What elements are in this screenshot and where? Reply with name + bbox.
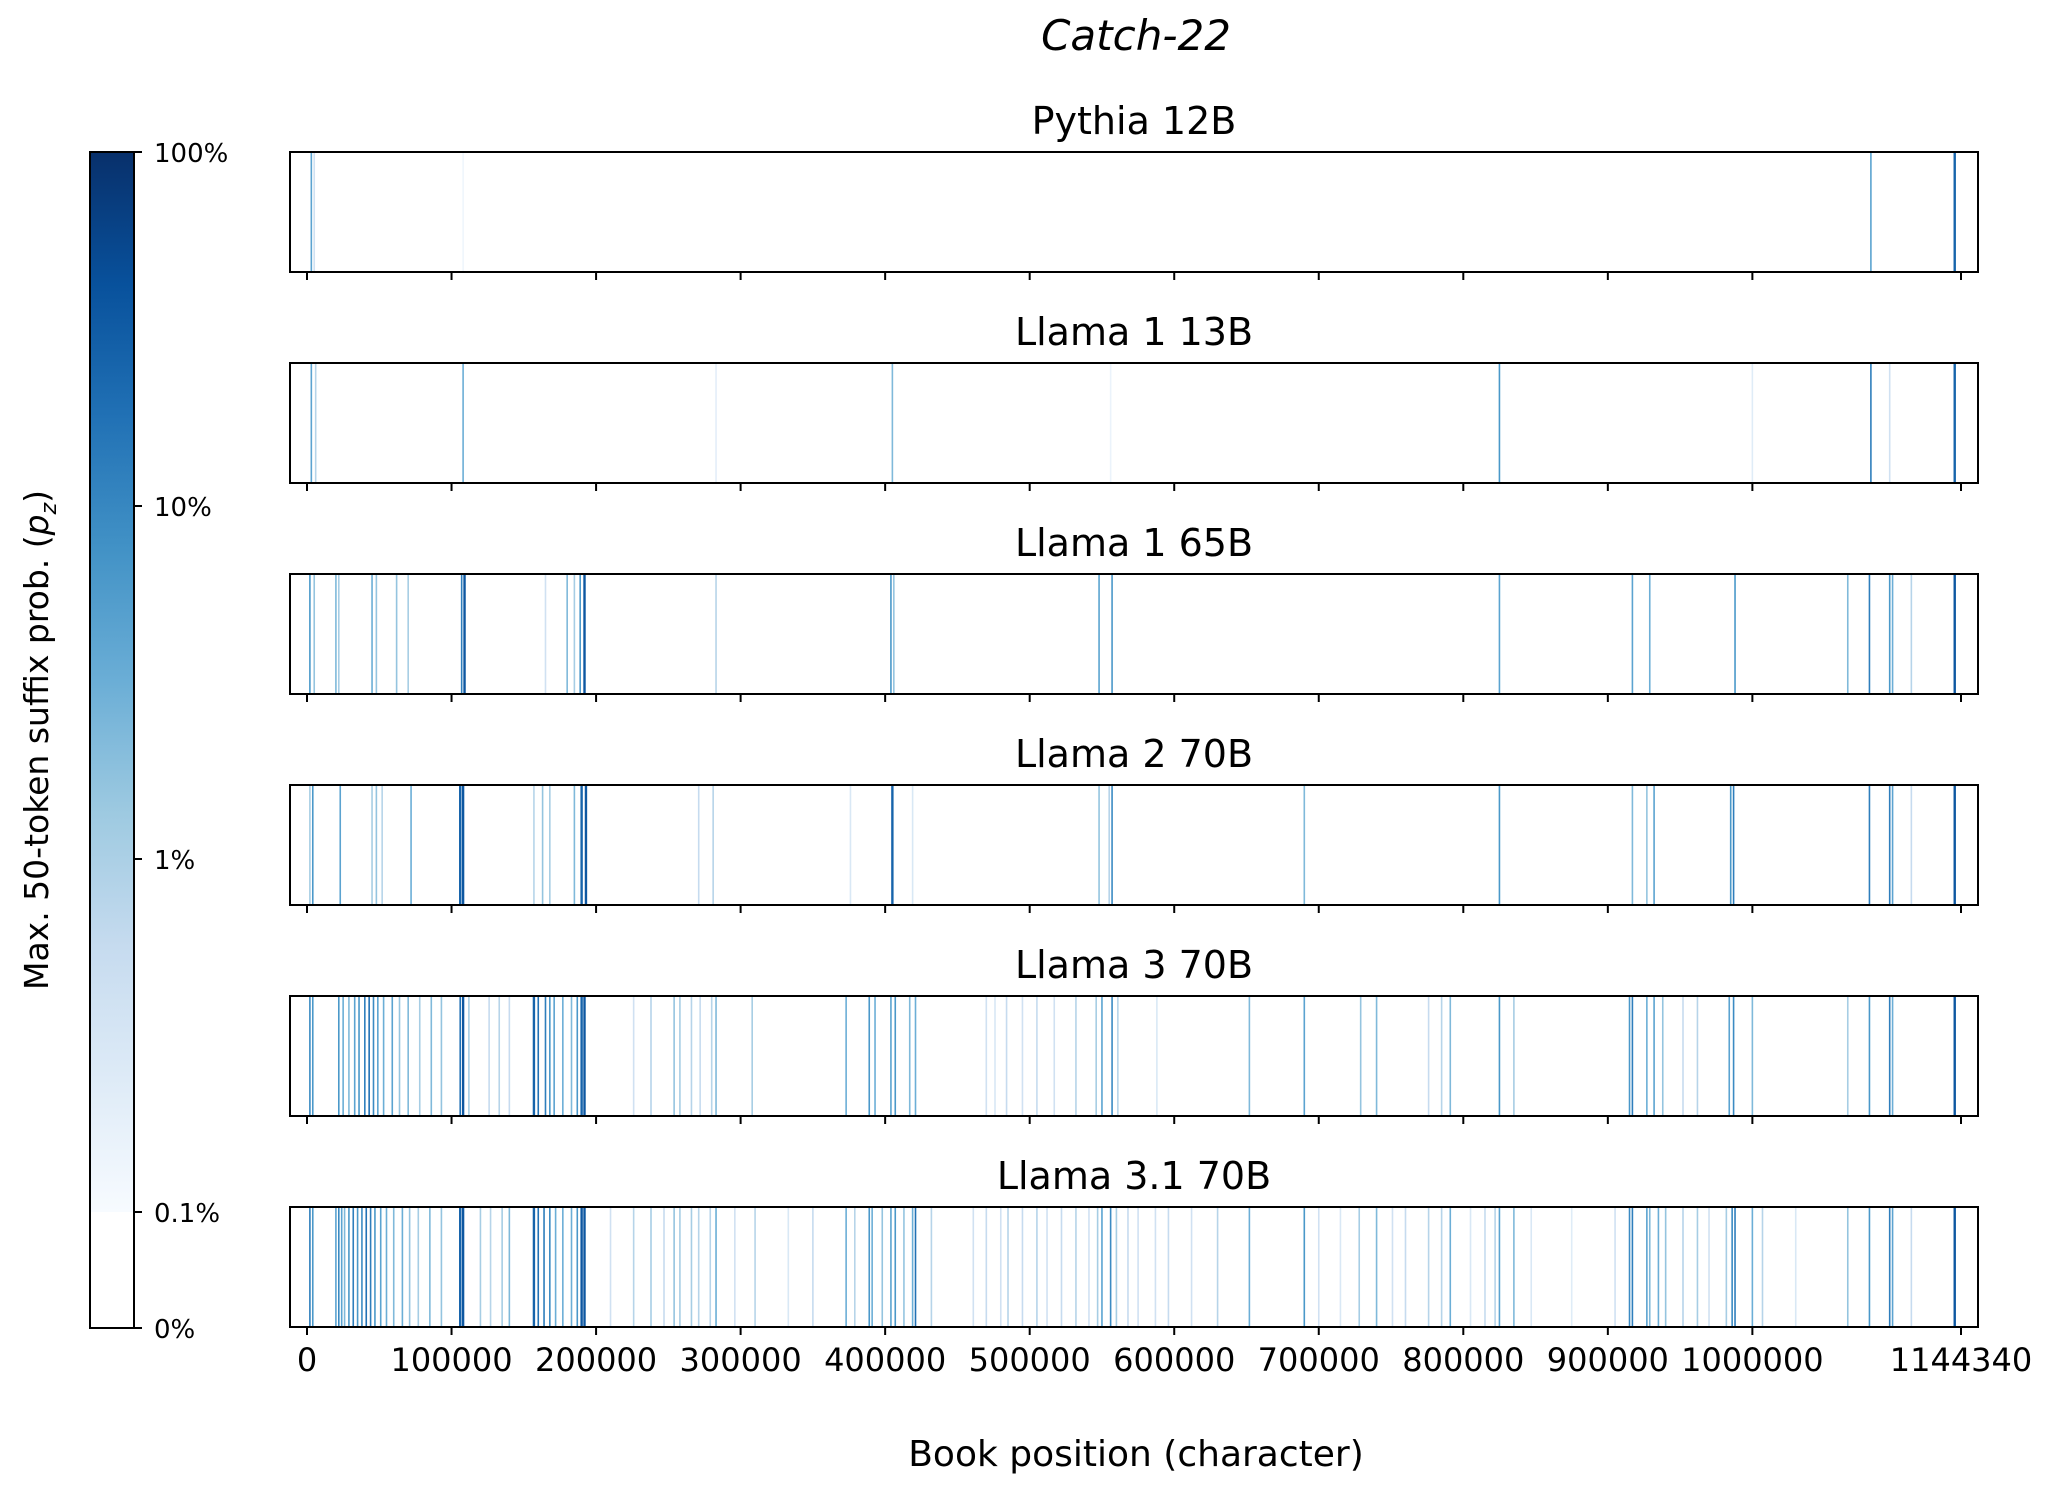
panel-title: Llama 1 65B: [1015, 521, 1253, 565]
x-tick-label: 0: [297, 1341, 317, 1379]
panel-frame: [289, 362, 1979, 484]
panel-llama-1-13b: Llama 1 13B: [289, 310, 1979, 491]
x-tick-label: 200000: [535, 1341, 657, 1379]
panel-background: [290, 1207, 1978, 1327]
panel-background: [290, 152, 1978, 272]
colorbar-low-segment: [90, 1212, 134, 1328]
panel-frame: [289, 784, 1979, 906]
colorbar-frame: [89, 151, 135, 1329]
x-axis-label: Book position (character): [908, 1434, 1364, 1475]
panel-llama-3-1-70b: Llama 3.1 70B 0 100000 200000 300000 400000 50…: [289, 1154, 2033, 1379]
x-tick-label: 700000: [1258, 1341, 1380, 1379]
colorbar-label: Max. 50-token suffix prob. (pz): [17, 490, 62, 990]
panel-frame: [289, 151, 1979, 273]
colorbar-tick-label: 0%: [154, 1315, 195, 1345]
panel-pythia-12b: Pythia 12B: [289, 99, 1979, 280]
panel-background: [290, 574, 1978, 694]
panel-llama-2-70b: Llama 2 70B: [289, 732, 1979, 913]
panel-background: [290, 996, 1978, 1116]
panel-llama-1-65b: Llama 1 65B: [289, 521, 1979, 702]
x-tick-label: 900000: [1547, 1341, 1669, 1379]
panel-background: [290, 363, 1978, 483]
colorbar-tick-label: 10%: [154, 493, 212, 523]
panel-title: Llama 1 13B: [1015, 310, 1253, 354]
panel-frame: [289, 1206, 1979, 1328]
colorbar-gradient: [90, 152, 134, 1212]
x-tick-label: 600000: [1113, 1341, 1235, 1379]
x-tick-label: 400000: [824, 1341, 946, 1379]
panel-background: [290, 785, 1978, 905]
x-tick-label: 1000000: [1681, 1341, 1824, 1379]
panel-frame: [289, 995, 1979, 1117]
colorbar-tick-label: 100%: [154, 139, 228, 169]
x-tick-label: 800000: [1402, 1341, 1524, 1379]
panel-title: Llama 3 70B: [1015, 943, 1253, 987]
x-tick-label: 100000: [390, 1341, 512, 1379]
colorbar: 0% 0.1% 1% 10% 100% Max. 50-token suffix pro…: [17, 139, 228, 1345]
x-tick-label: 500000: [969, 1341, 1091, 1379]
panel-title: Pythia 12B: [1032, 99, 1237, 143]
panel-frame: [289, 573, 1979, 695]
colorbar-tick-label: 1%: [154, 846, 195, 876]
x-tick-label: 1144340: [1890, 1341, 2033, 1379]
x-tick-label: 300000: [680, 1341, 802, 1379]
panel-llama-3-70b: Llama 3 70B: [289, 943, 1979, 1124]
colorbar-tick-label: 0.1%: [154, 1199, 220, 1229]
chart-title: Catch-22: [1041, 11, 1231, 60]
panel-title: Llama 2 70B: [1015, 732, 1253, 776]
panel-title: Llama 3.1 70B: [997, 1154, 1271, 1198]
